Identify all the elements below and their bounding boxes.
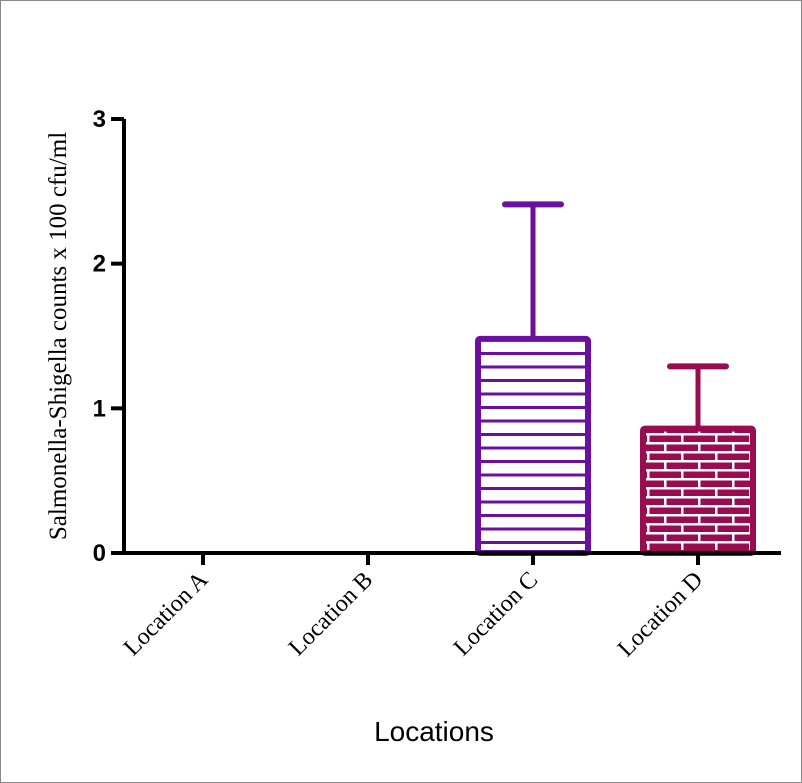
x-axis-label: Locations [374,716,494,747]
bar-location-d [640,425,756,556]
x-tick-label: Location C [449,567,543,661]
y-tick-label: 3 [93,106,106,133]
x-tick-label: Location A [119,566,214,661]
y-tick-label: 0 [93,540,106,567]
x-tick-label: Location B [284,567,378,661]
x-tick-label: Location D [613,567,708,662]
y-tick-label: 1 [93,395,106,422]
bar-location-c [475,335,591,557]
y-tick-label: 2 [93,251,106,278]
y-axis-label: Salmonella-Shigella counts x 100 cfu/ml [45,132,72,540]
